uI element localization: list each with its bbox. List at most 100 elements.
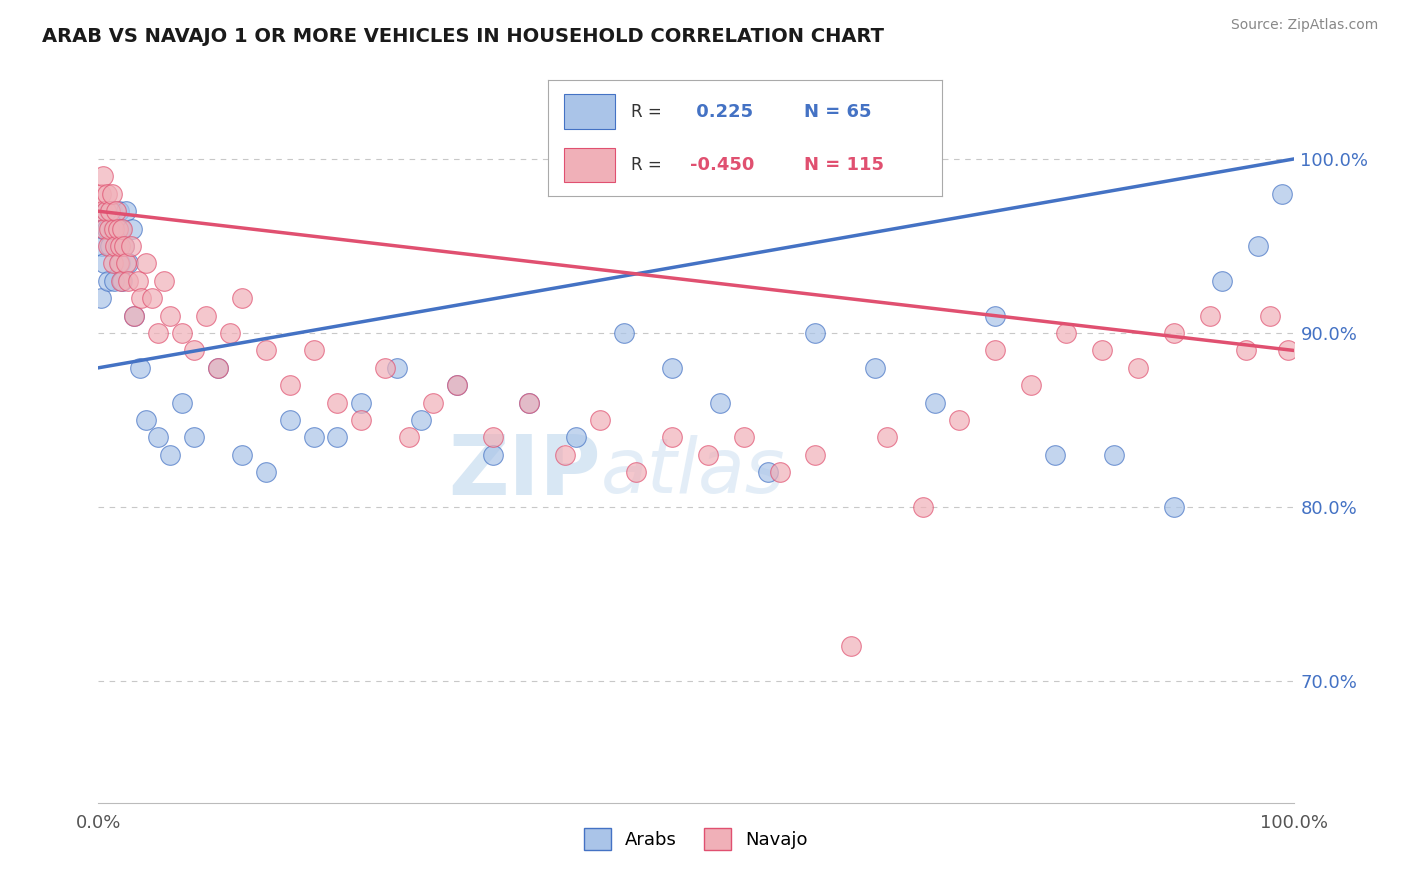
- Point: [385, 360, 409, 375]
- Point: [97, 274, 120, 288]
- Point: [589, 413, 612, 427]
- Point: [697, 448, 720, 462]
- Point: [1043, 448, 1066, 462]
- Text: N = 65: N = 65: [804, 103, 872, 120]
- Point: [984, 343, 1007, 358]
- Point: [112, 239, 135, 253]
- Point: [105, 221, 128, 235]
- Point: [231, 448, 253, 462]
- Point: [148, 326, 170, 340]
- Text: R =: R =: [631, 156, 662, 174]
- Point: [124, 309, 146, 323]
- Text: ZIP: ZIP: [449, 431, 600, 512]
- Point: [984, 309, 1007, 323]
- Point: [865, 360, 887, 375]
- Point: [626, 465, 648, 479]
- Point: [482, 448, 505, 462]
- Point: [115, 256, 138, 270]
- Text: N = 115: N = 115: [804, 156, 884, 174]
- Point: [709, 395, 731, 409]
- Point: [131, 291, 153, 305]
- Point: [1271, 186, 1294, 201]
- Point: [103, 221, 125, 235]
- Point: [100, 186, 122, 201]
- Point: [756, 465, 779, 479]
- Point: [98, 221, 121, 235]
- Point: [111, 274, 134, 288]
- Point: [148, 430, 170, 444]
- Point: [91, 221, 114, 235]
- Point: [98, 204, 122, 219]
- Point: [111, 221, 134, 235]
- Point: [153, 274, 176, 288]
- Point: [100, 204, 122, 219]
- Point: [411, 413, 433, 427]
- Point: [135, 413, 157, 427]
- Text: Source: ZipAtlas.com: Source: ZipAtlas.com: [1230, 18, 1378, 32]
- Point: [302, 430, 325, 444]
- Point: [422, 395, 444, 409]
- Point: [172, 326, 194, 340]
- Point: [110, 274, 132, 288]
- Point: [876, 430, 898, 444]
- Point: [1211, 274, 1233, 288]
- Point: [231, 291, 253, 305]
- Point: [103, 274, 125, 288]
- Point: [96, 186, 118, 201]
- Point: [254, 343, 277, 358]
- Point: [1163, 326, 1185, 340]
- Point: [107, 204, 129, 219]
- Point: [108, 239, 131, 253]
- Point: [101, 221, 124, 235]
- Point: [1258, 309, 1281, 323]
- Point: [195, 309, 218, 323]
- Point: [350, 395, 373, 409]
- Point: [769, 465, 792, 479]
- Point: [374, 360, 396, 375]
- Point: [326, 430, 349, 444]
- Point: [93, 221, 115, 235]
- Point: [207, 360, 229, 375]
- Point: [121, 221, 143, 235]
- Point: [1277, 343, 1299, 358]
- Point: [1234, 343, 1257, 358]
- Point: [446, 378, 468, 392]
- Point: [98, 204, 121, 219]
- Text: R =: R =: [631, 103, 662, 120]
- Point: [90, 291, 112, 305]
- Point: [733, 430, 755, 444]
- Point: [482, 430, 505, 444]
- Point: [108, 256, 131, 270]
- Point: [1056, 326, 1078, 340]
- Point: [117, 256, 139, 270]
- Point: [517, 395, 540, 409]
- Point: [120, 239, 142, 253]
- Point: [96, 221, 118, 235]
- Point: [804, 326, 827, 340]
- Point: [97, 239, 120, 253]
- Point: [207, 360, 229, 375]
- Bar: [564, 95, 616, 129]
- Point: [804, 448, 827, 462]
- Point: [159, 448, 181, 462]
- Point: [1019, 378, 1042, 392]
- Point: [90, 186, 112, 201]
- Point: [554, 448, 576, 462]
- Point: [302, 343, 325, 358]
- Point: [565, 430, 588, 444]
- Point: [254, 465, 277, 479]
- Point: [159, 309, 181, 323]
- Point: [91, 239, 114, 253]
- Point: [948, 413, 970, 427]
- Point: [183, 430, 205, 444]
- Point: [94, 204, 117, 219]
- Bar: [564, 147, 616, 182]
- Text: ARAB VS NAVAJO 1 OR MORE VEHICLES IN HOUSEHOLD CORRELATION CHART: ARAB VS NAVAJO 1 OR MORE VEHICLES IN HOU…: [42, 27, 884, 45]
- Point: [326, 395, 349, 409]
- Point: [107, 221, 129, 235]
- Point: [1247, 239, 1270, 253]
- Point: [141, 291, 163, 305]
- Point: [98, 239, 122, 253]
- Point: [91, 204, 114, 219]
- Point: [398, 430, 420, 444]
